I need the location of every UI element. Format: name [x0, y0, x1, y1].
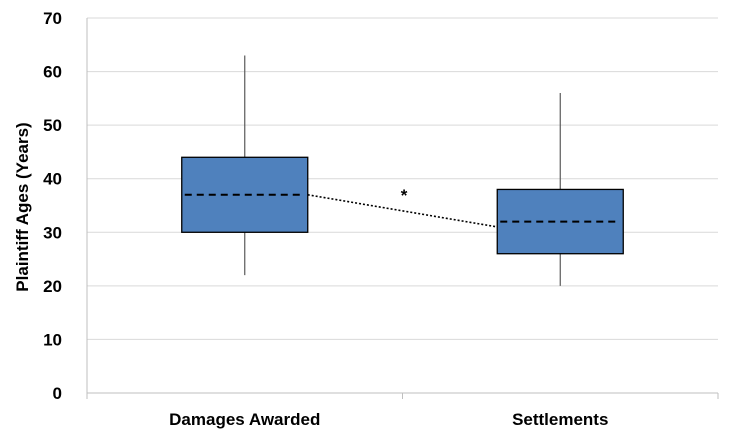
median-connector — [307, 193, 498, 228]
y-tick-labels: 0 10 20 30 40 50 60 70 — [43, 9, 62, 403]
y-tick-label: 50 — [43, 116, 62, 135]
y-tick-label: 70 — [43, 9, 62, 28]
y-axis-title: Plaintiff Ages (Years) — [13, 122, 32, 291]
x-category-labels: Damages Awarded Settlements — [169, 410, 608, 429]
y-tick-label: 40 — [43, 170, 62, 189]
x-category-label: Settlements — [512, 410, 608, 429]
y-tick-label: 30 — [43, 223, 62, 242]
y-tick-label: 60 — [43, 63, 62, 82]
boxes — [181, 55, 624, 286]
y-tick-label: 10 — [43, 330, 62, 349]
x-category-label: Damages Awarded — [169, 410, 320, 429]
y-tick-label: 0 — [53, 384, 62, 403]
y-tick-label: 20 — [43, 277, 62, 296]
box-2 — [496, 93, 624, 286]
box-1 — [181, 55, 309, 276]
significance-asterisk: * — [401, 186, 408, 205]
axes — [86, 18, 719, 399]
